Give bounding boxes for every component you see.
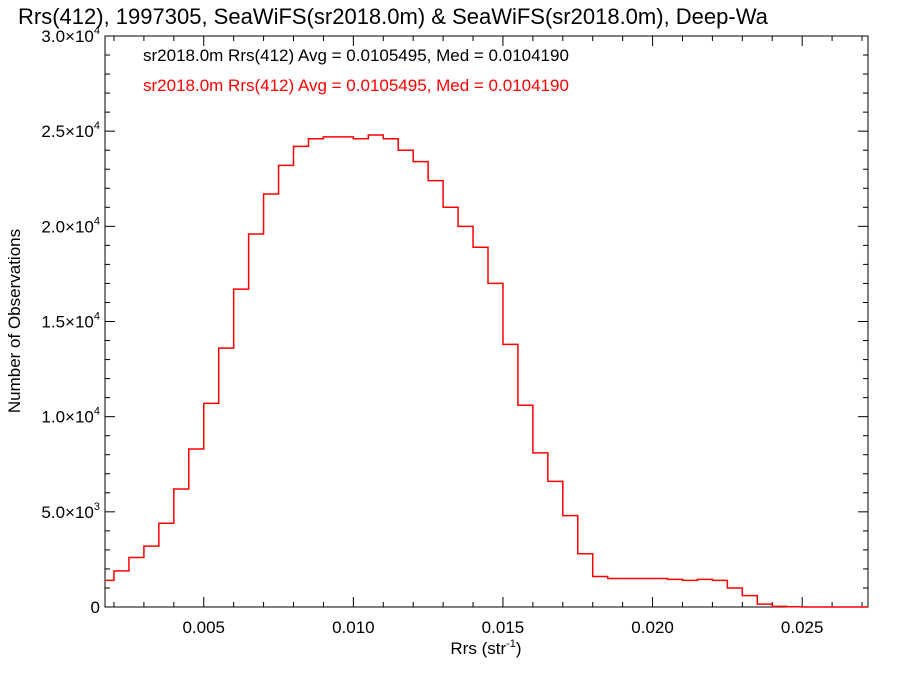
legend-entry-1: sr2018.0m Rrs(412) Avg = 0.0105495, Med …: [143, 46, 569, 65]
y-tick-mantissa: 3.0×10: [41, 27, 93, 46]
y-tick-exponent: 4: [94, 406, 100, 418]
x-tick-label: 0.010: [332, 618, 375, 637]
y-tick-exponent: 3: [94, 501, 100, 513]
y-tick-mantissa: 1.0×10: [41, 408, 93, 427]
y-tick-label: 2.5×104: [41, 120, 100, 141]
y-tick-mantissa: 2.0×10: [41, 217, 93, 236]
x-axis-label: Rrs (str-1): [450, 638, 521, 658]
y-tick-label: 1.5×104: [41, 311, 100, 332]
y-tick-exponent: 4: [94, 25, 100, 37]
y-tick-label: 5.0×103: [41, 501, 100, 522]
x-axis-ticks: 0.005 0.010 0.015 0.020 0.025: [113, 36, 863, 637]
x-axis-label-exponent: -1: [506, 638, 516, 650]
y-tick-exponent: 4: [94, 311, 100, 323]
series-line-sr2018: [105, 134, 868, 608]
x-tick-label: 0.015: [482, 618, 525, 637]
x-axis-label-text: Rrs (str: [450, 639, 506, 658]
y-tick-label: 0: [91, 598, 100, 617]
y-tick-mantissa: 1.5×10: [41, 313, 93, 332]
y-tick-label: 2.0×104: [41, 215, 100, 236]
y-tick-mantissa: 5.0×10: [41, 503, 93, 522]
x-tick-label: 0.020: [631, 618, 674, 637]
legend-entry-2: sr2018.0m Rrs(412) Avg = 0.0105495, Med …: [143, 76, 569, 95]
plot-frame: [104, 35, 869, 608]
y-tick-label: 1.0×104: [41, 406, 100, 427]
y-tick-mantissa: 2.5×10: [41, 122, 93, 141]
y-tick-exponent: 4: [94, 215, 100, 227]
chart-title: Rrs(412), 1997305, SeaWiFS(sr2018.0m) & …: [18, 4, 769, 29]
x-tick-label: 0.025: [781, 618, 824, 637]
y-axis-ticks: 05.0×1031.0×1041.5×1042.0×1042.5×1043.0×…: [41, 25, 868, 617]
y-tick-label: 3.0×104: [41, 25, 100, 46]
x-axis-label-close: ): [516, 639, 522, 658]
y-tick-exponent: 4: [94, 120, 100, 132]
y-axis-label: Number of Observations: [5, 229, 24, 413]
x-tick-label: 0.005: [182, 618, 225, 637]
